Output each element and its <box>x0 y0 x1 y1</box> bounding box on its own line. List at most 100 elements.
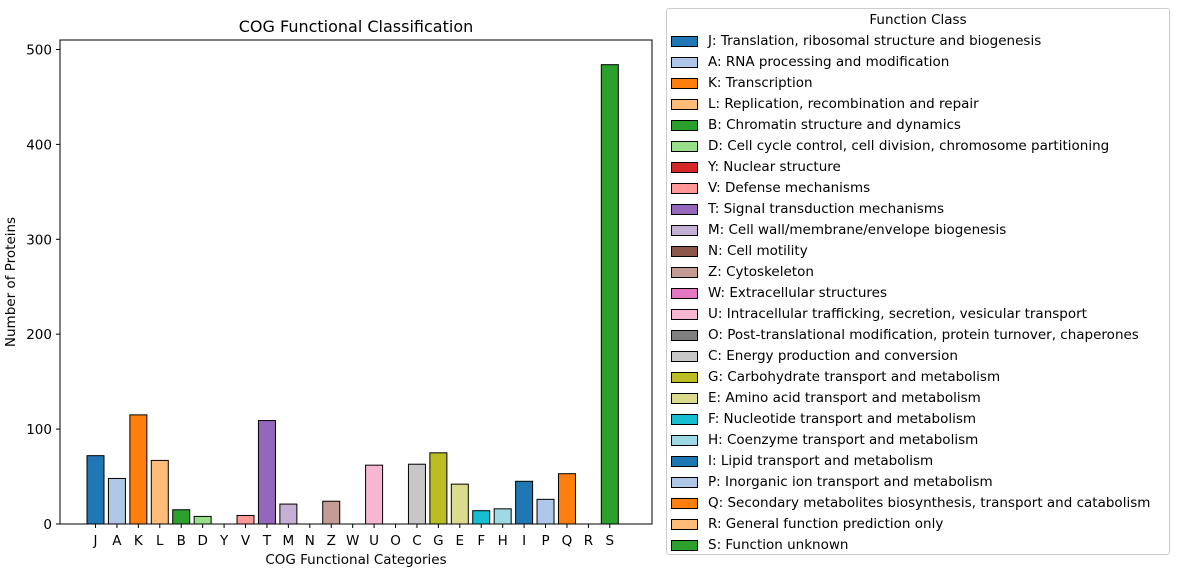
x-tick-label-H: H <box>498 533 508 549</box>
bar-L <box>150 459 169 525</box>
legend-swatch-U <box>671 308 698 320</box>
bar-T <box>257 420 276 525</box>
legend-label-Y: Y: Nuclear structure <box>708 159 841 175</box>
bar-J <box>86 455 105 525</box>
legend-item-U: U: Intracellular trafficking, secretion,… <box>671 304 1087 324</box>
x-tick-label-L: L <box>156 533 164 549</box>
x-tick-label-F: F <box>477 533 485 549</box>
legend-item-C: C: Energy production and conversion <box>671 346 958 366</box>
legend-item-A: A: RNA processing and modification <box>671 52 949 72</box>
legend-label-O: O: Post-translational modification, prot… <box>708 327 1139 343</box>
bar-G <box>429 452 448 525</box>
legend-label-T: T: Signal transduction mechanisms <box>708 201 944 217</box>
legend-item-G: G: Carbohydrate transport and metabolism <box>671 367 1000 387</box>
legend-swatch-J <box>671 35 698 47</box>
legend-swatch-T <box>671 203 698 215</box>
x-tick-label-N: N <box>305 533 315 549</box>
x-tick-label-R: R <box>584 533 593 549</box>
bar-S <box>600 64 619 525</box>
bar-P <box>536 498 555 525</box>
x-tick-label-J: J <box>93 533 98 549</box>
legend-label-W: W: Extracellular structures <box>708 285 887 301</box>
bar-Z <box>322 500 341 525</box>
x-tick-label-S: S <box>606 533 615 549</box>
y-tick-label-300: 300 <box>26 232 52 248</box>
legend-swatch-L <box>671 98 698 110</box>
legend-item-P: P: Inorganic ion transport and metabolis… <box>671 472 993 492</box>
bar-F <box>472 510 491 525</box>
x-tick-label-A: A <box>112 533 122 549</box>
x-tick-label-D: D <box>197 533 207 549</box>
x-tick-label-E: E <box>456 533 465 549</box>
y-tick-label-200: 200 <box>26 327 52 343</box>
legend-label-I: I: Lipid transport and metabolism <box>708 453 934 469</box>
bar-K <box>129 414 148 525</box>
legend-label-G: G: Carbohydrate transport and metabolism <box>708 369 1001 385</box>
legend-label-K: K: Transcription <box>708 75 813 91</box>
bar-C <box>407 463 426 525</box>
legend-label-M: M: Cell wall/membrane/envelope biogenesi… <box>708 222 1007 238</box>
x-tick-label-Z: Z <box>327 533 336 549</box>
plot-frame <box>59 39 653 525</box>
legend-swatch-D <box>671 140 698 152</box>
x-tick-label-T: T <box>262 533 272 549</box>
legend-swatch-Q <box>671 497 698 509</box>
bar-E <box>450 483 469 525</box>
legend-label-U: U: Intracellular trafficking, secretion,… <box>708 306 1087 322</box>
chart-title: COG Functional Classification <box>239 17 474 36</box>
legend-item-F: F: Nucleotide transport and metabolism <box>671 409 976 429</box>
legend-item-H: H: Coenzyme transport and metabolism <box>671 430 978 450</box>
legend-item-T: T: Signal transduction mechanisms <box>671 199 944 219</box>
y-tick-label-100: 100 <box>26 422 52 438</box>
legend-swatch-G <box>671 371 698 383</box>
legend-item-Z: Z: Cytoskeleton <box>671 262 814 282</box>
x-tick-label-P: P <box>541 533 549 549</box>
legend-item-K: K: Transcription <box>671 73 813 93</box>
legend-item-V: V: Defense mechanisms <box>671 178 870 198</box>
legend-item-D: D: Cell cycle control, cell division, ch… <box>671 136 1109 156</box>
legend-swatch-C <box>671 350 698 362</box>
legend-label-B: B: Chromatin structure and dynamics <box>708 117 961 133</box>
x-tick-label-O: O <box>390 533 401 549</box>
legend-swatch-M <box>671 224 698 236</box>
y-tick-label-400: 400 <box>26 137 52 153</box>
bar-B <box>172 509 191 525</box>
x-axis-label: COG Functional Categories <box>265 552 446 568</box>
legend-label-E: E: Amino acid transport and metabolism <box>708 390 981 406</box>
legend-item-W: W: Extracellular structures <box>671 283 887 303</box>
bar-chart: COG Functional Classification 0 100 200 300… <box>3 17 653 568</box>
legend-label-L: L: Replication, recombination and repair <box>708 96 979 112</box>
legend-label-N: N: Cell motility <box>708 243 808 259</box>
bars-group <box>86 64 619 525</box>
legend-swatch-N <box>671 245 698 257</box>
bar-V <box>236 514 255 525</box>
legend-item-I: I: Lipid transport and metabolism <box>671 451 933 471</box>
x-tick-label-Y: Y <box>219 533 229 549</box>
x-tick-label-K: K <box>134 533 144 549</box>
legend-item-L: L: Replication, recombination and repair <box>671 94 979 114</box>
legend-swatch-F <box>671 413 698 425</box>
x-tick-label-B: B <box>177 533 186 549</box>
legend-label-R: R: General function prediction only <box>708 516 944 532</box>
legend-label-F: F: Nucleotide transport and metabolism <box>708 411 977 427</box>
legend-item-Y: Y: Nuclear structure <box>671 157 841 177</box>
x-tick-label-I: I <box>522 533 526 549</box>
legend-item-Q: Q: Secondary metabolites biosynthesis, t… <box>671 493 1150 513</box>
legend-swatch-V <box>671 182 698 194</box>
legend-item-B: B: Chromatin structure and dynamics <box>671 115 961 135</box>
legend-item-E: E: Amino acid transport and metabolism <box>671 388 981 408</box>
x-tick-label-V: V <box>241 533 251 549</box>
legend-label-S: S: Function unknown <box>708 537 849 553</box>
bar-D <box>193 515 212 525</box>
legend-swatch-E <box>671 392 698 404</box>
legend-label-A: A: RNA processing and modification <box>708 54 950 70</box>
legend-swatch-H <box>671 434 698 446</box>
bar-U <box>365 464 384 525</box>
legend-item-J: J: Translation, ribosomal structure and … <box>671 31 1041 51</box>
y-tick-label-0: 0 <box>43 517 52 533</box>
legend-swatch-Z <box>671 266 698 278</box>
legend: Function Class J: Translation, ribosomal… <box>666 8 1170 555</box>
y-tick-label-500: 500 <box>26 42 52 58</box>
bar-H <box>493 508 512 525</box>
y-axis-label: Number of Proteins <box>3 217 19 347</box>
